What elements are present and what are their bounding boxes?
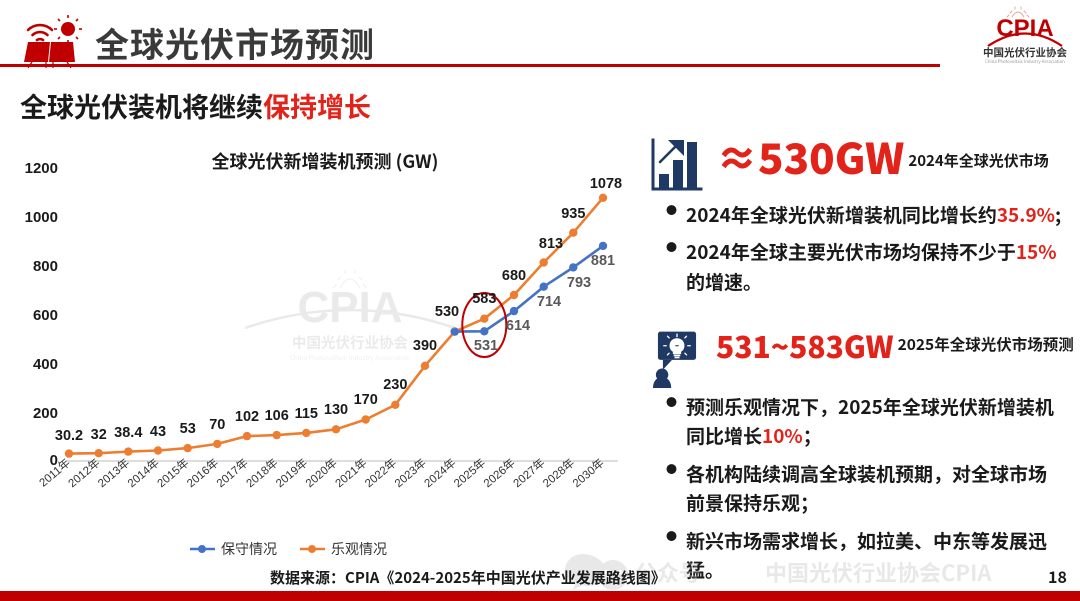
svg-text:881: 881 [591,253,615,269]
svg-text:200: 200 [33,405,58,422]
svg-text:614: 614 [506,318,530,334]
svg-text:38.4: 38.4 [114,425,142,441]
svg-text:中国光伏行业协会: 中国光伏行业协会 [983,45,1067,60]
svg-text:106: 106 [265,408,289,424]
svg-text:935: 935 [561,206,585,222]
svg-text:32: 32 [91,427,107,443]
svg-text:China Photovoltaic Industry As: China Photovoltaic Industry Association [985,58,1065,65]
svg-text:230: 230 [383,377,407,393]
svg-text:53: 53 [180,421,196,437]
svg-text:1078: 1078 [590,176,622,192]
svg-text:400: 400 [33,356,58,373]
svg-text:1000: 1000 [25,209,58,226]
svg-text:600: 600 [33,307,58,324]
svg-text:800: 800 [33,258,58,275]
svg-text:30.2: 30.2 [55,428,83,444]
svg-text:714: 714 [537,294,561,310]
svg-text:CPIA: CPIA [297,283,402,332]
svg-text:70: 70 [209,417,225,433]
svg-text:102: 102 [235,409,259,425]
svg-text:813: 813 [539,236,563,252]
svg-text:680: 680 [502,268,526,284]
svg-text:43: 43 [150,424,166,440]
svg-text:170: 170 [354,392,378,408]
svg-text:793: 793 [567,275,591,291]
svg-text:中国光伏行业协会: 中国光伏行业协会 [292,332,408,353]
svg-text:中国光伏行业协会CPIA: 中国光伏行业协会CPIA [765,556,992,588]
svg-text:115: 115 [295,406,318,422]
svg-text:乐观情况: 乐观情况 [331,541,387,557]
svg-text:保守情况: 保守情况 [221,541,277,557]
svg-text:China Photovoltaic Industry As: China Photovoltaic Industry Association [290,352,410,362]
svg-text:130: 130 [324,402,348,418]
